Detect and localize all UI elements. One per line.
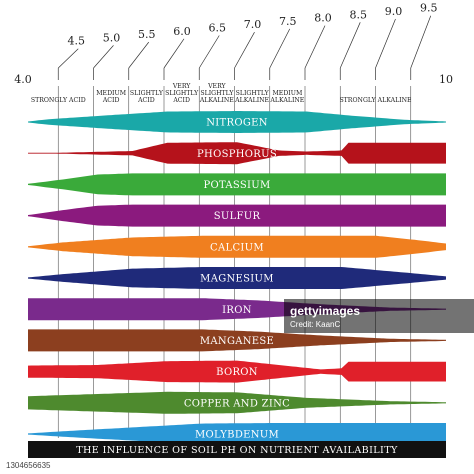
title-bar-background — [28, 441, 446, 458]
watermark-brand: gettyimages — [290, 304, 360, 318]
acidity-zone-label: SLIGHTLY — [130, 90, 164, 97]
acidity-zone-label: SLIGHTLY — [165, 90, 199, 97]
nutrient-band-label: BORON — [216, 367, 258, 378]
nutrient-band — [28, 235, 446, 258]
nutrient-band — [28, 142, 446, 165]
acidity-zone-label: MEDIUM — [96, 90, 126, 97]
ph-tick-label: 5.0 — [103, 31, 121, 44]
acidity-zone-label: ALKALINE — [234, 97, 269, 104]
tick-leader — [410, 15, 432, 69]
acidity-zone-label: STRONGLY ALKALINE — [339, 97, 412, 104]
acidity-zone-label: VERY — [172, 83, 191, 90]
nutrient-bands — [28, 111, 446, 445]
tick-leader — [198, 35, 220, 69]
nutrient-band-label: COPPER AND ZINC — [184, 398, 290, 409]
ph-tick-label: 8.5 — [350, 8, 368, 21]
nutrient-band-label: CALCIUM — [210, 242, 264, 253]
nutrient-band — [28, 423, 446, 445]
chart-title-bar: THE INFLUENCE OF SOIL PH ON NUTRIENT AVA… — [28, 441, 446, 458]
ph-tick-label: 8.0 — [314, 12, 332, 25]
acidity-zone-label: ACID — [102, 97, 120, 104]
nutrient-band-label: NITROGEN — [206, 118, 268, 129]
chart-title: THE INFLUENCE OF SOIL PH ON NUTRIENT AVA… — [76, 445, 398, 456]
nutrient-band-label: MAGNESIUM — [200, 274, 274, 285]
watermark-credit: Credit: KaanC — [290, 320, 340, 329]
nutrient-labels: NITROGEN PHOSPHORUS POTASSIUM SULFUR CALCIUM… — [184, 118, 290, 441]
image-id: 1304656635 — [6, 461, 51, 470]
ph-tick-label: 7.5 — [279, 15, 297, 28]
ph-tick-label: 6.5 — [209, 22, 227, 35]
nutrient-band — [28, 391, 446, 414]
acidity-zone-label: SLIGHTLY — [200, 90, 234, 97]
acidity-zone-labels: STRONGLY ACIDMEDIUMACIDSLIGHTLYACIDVERYS… — [31, 83, 412, 104]
nutrient-band-label: MANGANESE — [200, 336, 274, 347]
nutrient-band — [28, 298, 446, 321]
ph-tick-label: 7.0 — [244, 18, 262, 31]
ph-tick-label: 9.0 — [385, 5, 403, 18]
tick-leader — [339, 22, 361, 69]
ph-tick-label: 6.0 — [173, 25, 191, 38]
tick-leader — [375, 18, 396, 69]
tick-leader — [269, 28, 291, 69]
nutrient-band-label: MOLYBDENUM — [195, 430, 279, 441]
nutrient-band-label: PHOSPHORUS — [197, 149, 277, 160]
tick-leader — [58, 48, 79, 69]
tick-leader — [304, 25, 326, 69]
tick-leader — [163, 38, 185, 69]
ph-tick-label: 4.0 — [14, 73, 32, 86]
nutrient-band-label: IRON — [222, 305, 252, 316]
nutrient-band — [28, 267, 446, 289]
acidity-zone-label: ALKALINE — [199, 97, 234, 104]
watermark: gettyimages Credit: KaanC — [284, 299, 474, 333]
acidity-zone-label: ALKALINE — [269, 97, 304, 104]
nutrient-band-label: POTASSIUM — [203, 180, 270, 191]
tick-leader — [128, 41, 150, 69]
tick-leader — [93, 45, 114, 69]
acidity-zone-label: ACID — [172, 97, 190, 104]
acidity-zone-label: VERY — [207, 83, 226, 90]
acidity-zone-label: ACID — [137, 97, 155, 104]
ph-tick-label: 9.5 — [420, 2, 438, 15]
ph-tick-label: 4.5 — [68, 35, 86, 48]
nutrient-band — [28, 329, 446, 352]
acidity-zone-label: STRONGLY ACID — [31, 97, 86, 104]
ph-axis: 4.0 4.5 5.0 5.5 6.0 6.5 7.0 7.5 8.0 8.5 9.0 9.5 10 — [14, 2, 453, 86]
grid-lines — [57, 86, 412, 438]
nutrient-band-label: SULFUR — [214, 211, 261, 222]
acidity-zone-label: SLIGHTLY — [236, 90, 270, 97]
watermark-background — [284, 299, 474, 333]
tick-leader — [234, 32, 255, 69]
acidity-zone-label: MEDIUM — [272, 90, 302, 97]
nutrient-band — [28, 111, 446, 133]
nutrient-band — [28, 173, 446, 196]
nutrient-band — [28, 360, 446, 383]
nutrient-band — [28, 204, 446, 227]
ph-tick-label: 5.5 — [138, 28, 156, 41]
ph-tick-label: 10 — [439, 73, 453, 86]
